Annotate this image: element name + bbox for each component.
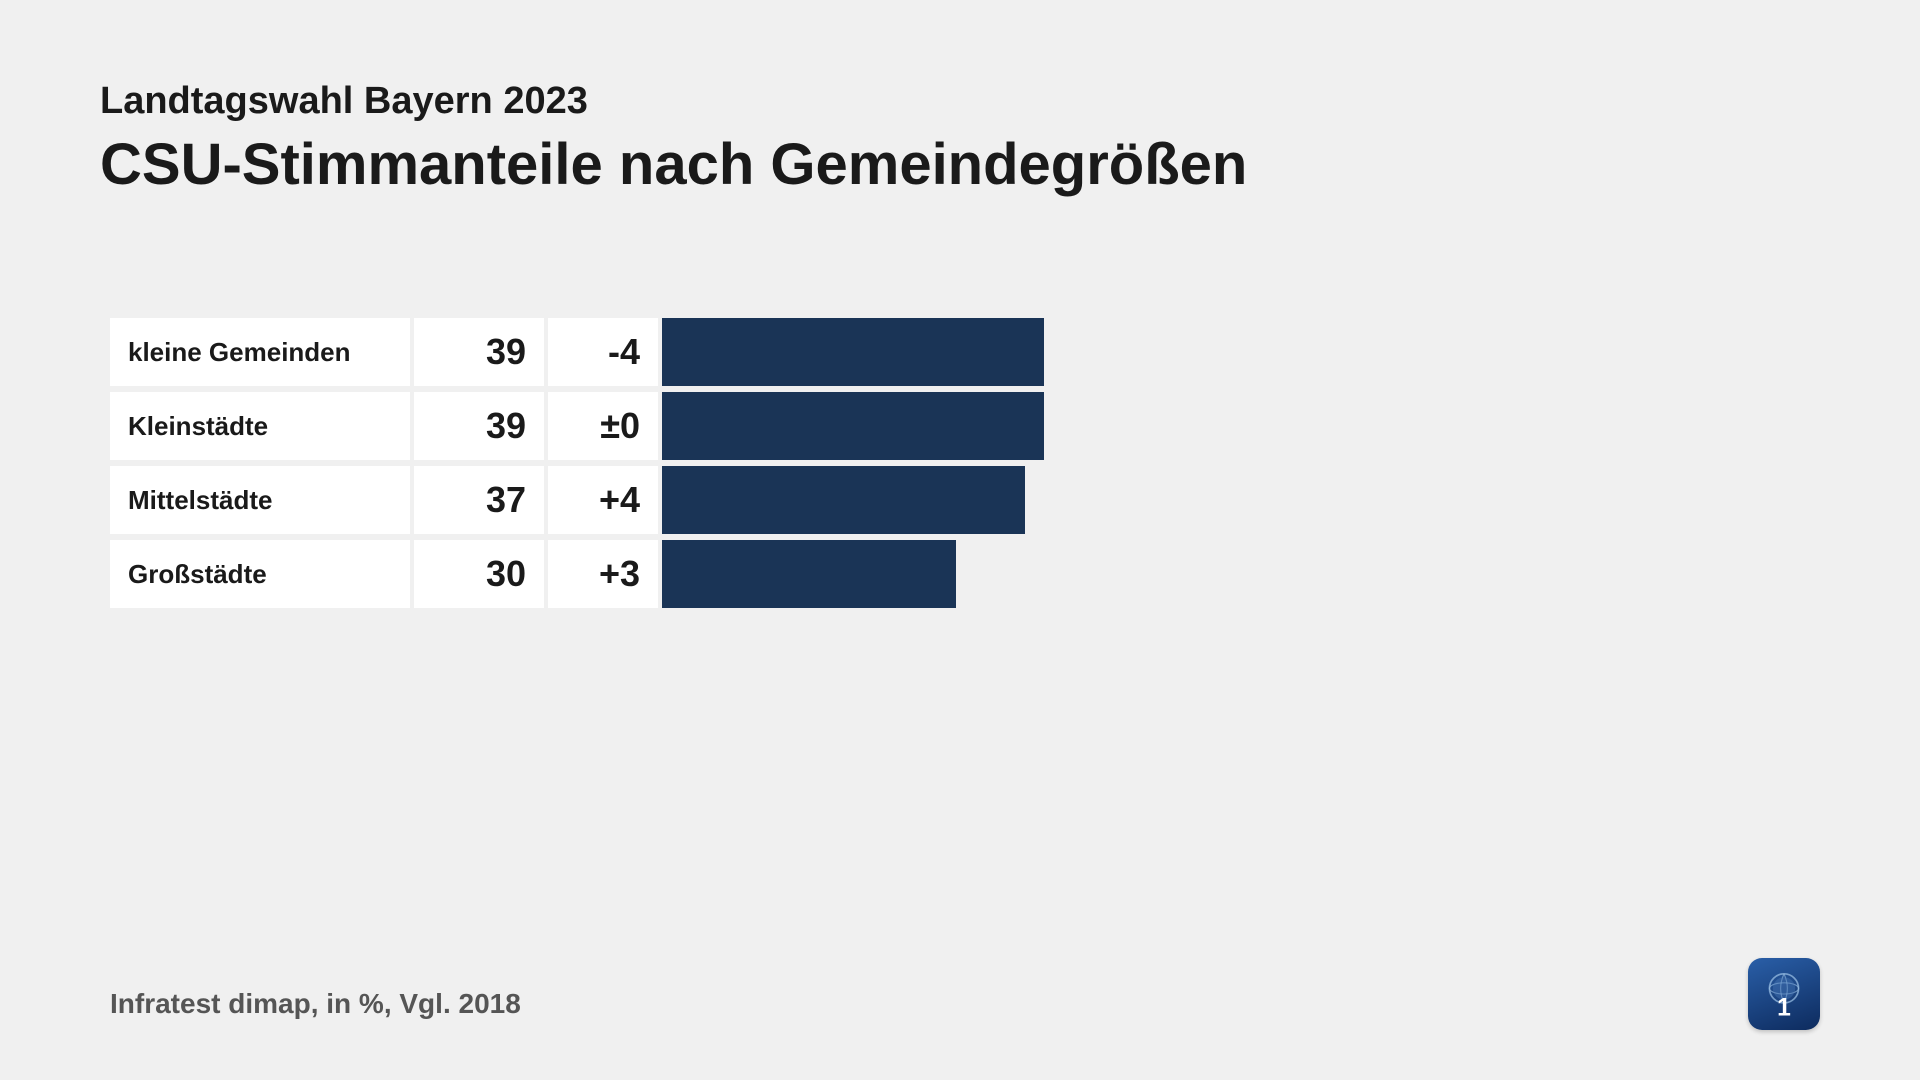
- row-value: 30: [414, 540, 544, 608]
- row-value: 39: [414, 318, 544, 386]
- chart-row: kleine Gemeinden39-4: [110, 318, 1820, 386]
- bar: [662, 466, 1025, 534]
- bar: [662, 318, 1044, 386]
- row-change: ±0: [548, 392, 658, 460]
- chart-subtitle: Landtagswahl Bayern 2023: [100, 80, 1820, 123]
- row-change: -4: [548, 318, 658, 386]
- chart-container: Landtagswahl Bayern 2023 CSU-Stimmanteil…: [0, 0, 1920, 1080]
- row-value: 39: [414, 392, 544, 460]
- row-label: Großstädte: [110, 540, 410, 608]
- ard-logo-icon: 1: [1748, 958, 1820, 1030]
- chart-row: Mittelstädte37+4: [110, 466, 1820, 534]
- bar-area: [662, 392, 1820, 460]
- row-label: Kleinstädte: [110, 392, 410, 460]
- svg-text:1: 1: [1777, 994, 1791, 1021]
- chart-title: CSU-Stimmanteile nach Gemeindegrößen: [100, 131, 1820, 198]
- bar-area: [662, 466, 1820, 534]
- bar-area: [662, 318, 1820, 386]
- chart-row: Kleinstädte39±0: [110, 392, 1820, 460]
- bar: [662, 540, 956, 608]
- row-label: Mittelstädte: [110, 466, 410, 534]
- bar-area: [662, 540, 1820, 608]
- chart-row: Großstädte30+3: [110, 540, 1820, 608]
- bar: [662, 392, 1044, 460]
- bar-chart: kleine Gemeinden39-4Kleinstädte39±0Mitte…: [110, 318, 1820, 608]
- source-footer: Infratest dimap, in %, Vgl. 2018: [110, 988, 521, 1020]
- row-value: 37: [414, 466, 544, 534]
- row-change: +4: [548, 466, 658, 534]
- row-label: kleine Gemeinden: [110, 318, 410, 386]
- row-change: +3: [548, 540, 658, 608]
